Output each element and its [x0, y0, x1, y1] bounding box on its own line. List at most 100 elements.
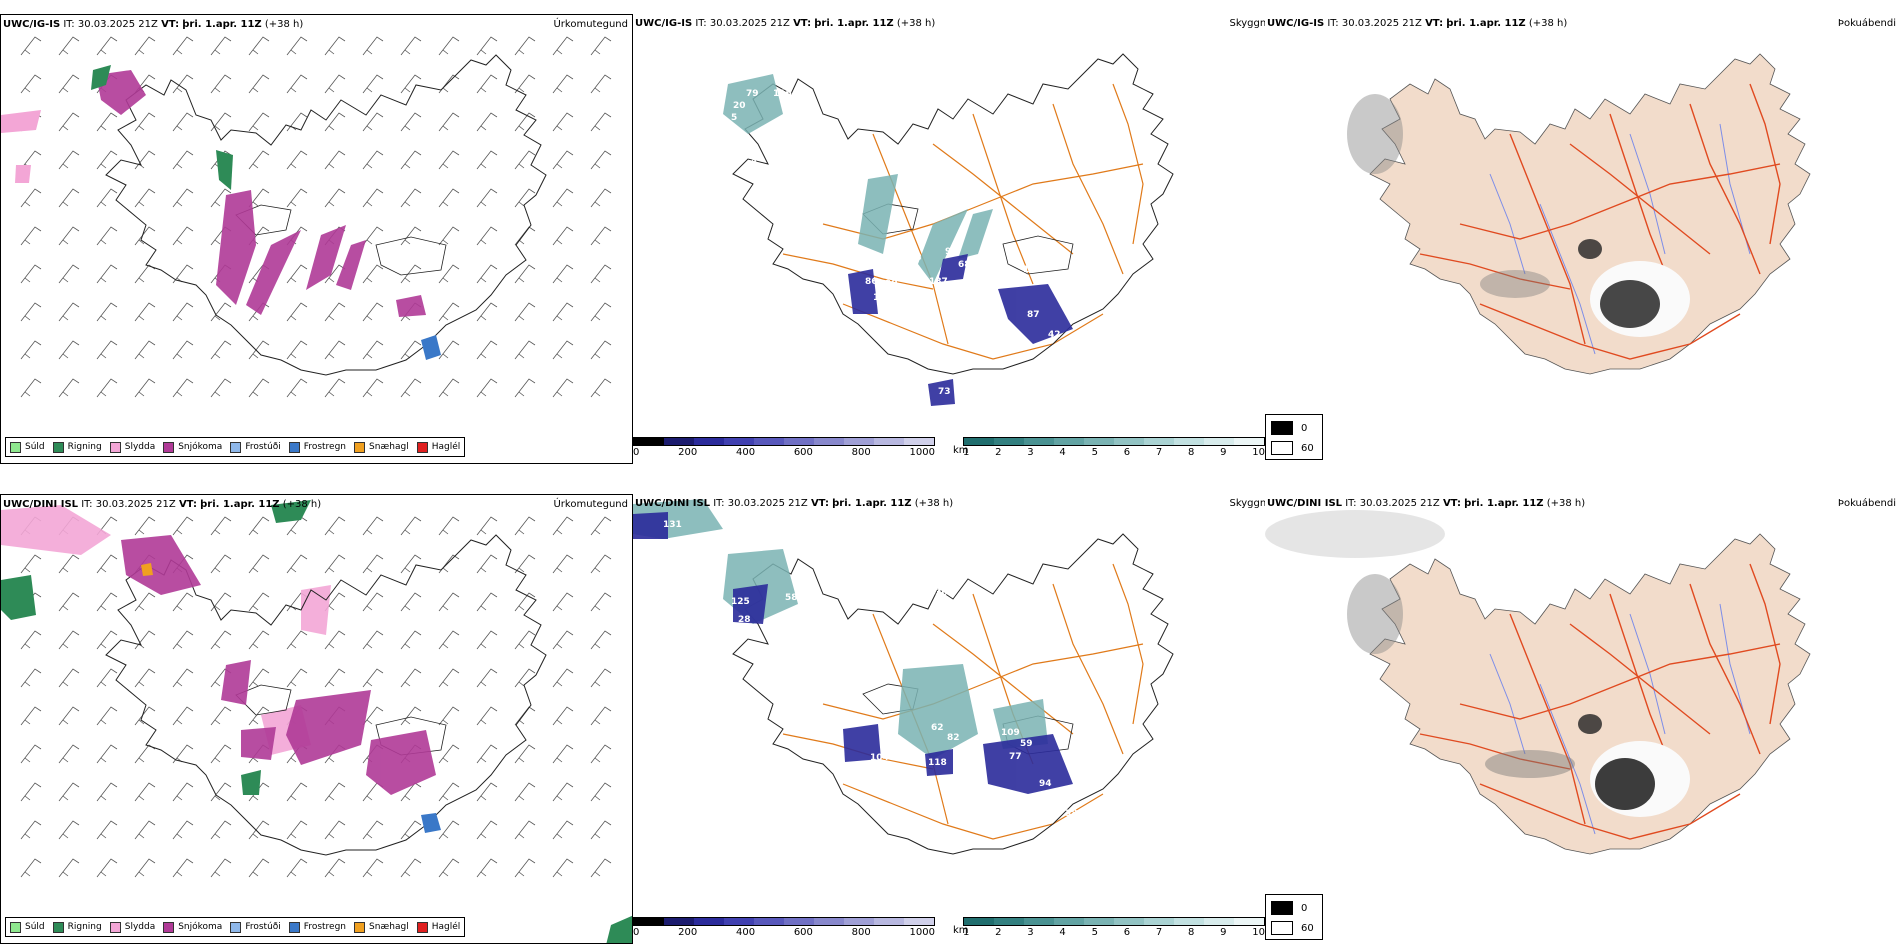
wind-barb	[58, 706, 80, 726]
colorbar-tick: 3	[1027, 447, 1034, 458]
dark-swatch	[1271, 421, 1293, 435]
colorbar-segment	[1114, 438, 1144, 445]
wind-barb	[96, 302, 118, 322]
wind-barb	[286, 340, 308, 360]
colorbar-ticks: 1 2 3 4 5 6 7 8 9 10	[963, 447, 1265, 458]
legend-item: Frostúði	[230, 921, 281, 933]
freezing-rain-areas	[421, 813, 441, 833]
legend-label: Súld	[25, 922, 45, 932]
colorbar-segment	[754, 438, 784, 445]
wind-barb	[210, 630, 232, 650]
panel-header: UWC/DINI ISL IT: 30.03.2025 21Z VT: þri.…	[635, 498, 954, 509]
wind-barb	[58, 150, 80, 170]
wind-barb	[248, 150, 270, 170]
road	[1689, 583, 1761, 755]
legend-item: Snjókoma	[163, 921, 222, 933]
wind-barb	[514, 630, 536, 650]
colorbar-segment	[1144, 438, 1174, 445]
colorbar-tick: 400	[735, 447, 756, 458]
legend-item: Frostregn	[288, 441, 346, 453]
colorbar-meters: 02004006008001000m	[633, 437, 935, 458]
colorbar-tick: 8	[1187, 447, 1195, 458]
wind-barb	[552, 554, 574, 574]
wind-barb	[400, 74, 422, 94]
wind-barb	[438, 150, 460, 170]
visibility-value: 179	[953, 187, 972, 197]
panel-title: Úrkomutegund	[553, 499, 628, 510]
wind-barb	[58, 858, 80, 878]
colorbar-segment	[1024, 438, 1054, 445]
visibility-value: 73	[938, 387, 951, 397]
wind-barb	[58, 668, 80, 688]
wind-barb	[210, 744, 232, 764]
colorbar-segment	[1084, 918, 1114, 925]
river	[1539, 683, 1596, 835]
colorbar-tick: 5	[1091, 447, 1098, 458]
panel-title: Þokuábendi	[1837, 18, 1896, 29]
colorbar-segment	[844, 438, 874, 445]
precip-map-2	[1, 500, 632, 943]
wind-barb	[400, 36, 422, 56]
visibility-value: 222	[891, 794, 910, 804]
wind-barb	[362, 858, 384, 878]
wind-barb	[20, 630, 42, 650]
wind-barb	[476, 630, 498, 650]
colorbar-segment	[1054, 438, 1084, 445]
visibility-value: 98	[909, 253, 922, 263]
colorbar-ticks: 0 200 400 600 800 1000	[633, 447, 935, 458]
road	[1459, 163, 1781, 240]
colorbar-tick: 10	[1252, 447, 1265, 458]
road	[932, 623, 1074, 735]
legend-swatch	[52, 921, 64, 933]
wind-barb	[552, 150, 574, 170]
colorbar-tick: 200	[678, 447, 698, 458]
wind-barb	[590, 74, 612, 94]
wind-barb	[438, 592, 460, 612]
wind-barb	[172, 74, 194, 94]
wind-barb	[96, 782, 118, 802]
wind-barb	[514, 150, 536, 170]
legend-swatch	[288, 921, 300, 933]
wind-barb	[590, 378, 612, 398]
legend-label: Slydda	[124, 442, 156, 452]
wind-barb	[248, 706, 270, 726]
road	[1569, 623, 1711, 735]
colorbar-segment	[844, 918, 874, 925]
wind-barb	[476, 516, 498, 536]
wind-barb	[96, 820, 118, 840]
wind-barb	[58, 226, 80, 246]
wind-barb	[514, 516, 536, 536]
wind-barb	[248, 858, 270, 878]
visibility-value: 118	[928, 758, 947, 768]
wind-barb	[58, 188, 80, 208]
wind-barb	[210, 554, 232, 574]
panel-header: UWC/DINI ISL IT: 30.03.2025 21Z VT: þri.…	[3, 499, 322, 510]
visibility-teal-areas	[723, 74, 993, 284]
legend-label: Rigning	[67, 922, 102, 932]
wind-barb	[552, 516, 574, 536]
colorbar-segment	[694, 438, 724, 445]
road	[1689, 103, 1761, 275]
wind-barb	[96, 378, 118, 398]
wind-barb	[134, 36, 156, 56]
legend-item: Snæhagl	[354, 921, 409, 933]
road	[1112, 83, 1144, 245]
wind-barb	[286, 668, 308, 688]
wind-barb	[514, 744, 536, 764]
wind-barb	[134, 226, 156, 246]
colorbar-segment	[664, 438, 694, 445]
light-swatch	[1271, 921, 1293, 935]
colorbar-tick: 0	[633, 447, 640, 458]
visibility-value: 131	[663, 520, 682, 530]
wind-barb	[400, 188, 422, 208]
legend-item: Haglél	[416, 441, 460, 453]
wind-barb	[20, 744, 42, 764]
visibility-value: 11	[1081, 763, 1094, 773]
wind-barb	[96, 858, 118, 878]
legend-item: Frostregn	[288, 921, 346, 933]
wind-barb	[210, 36, 232, 56]
wind-barb	[58, 820, 80, 840]
wind-barb	[172, 302, 194, 322]
visibility-value: 104	[870, 753, 889, 763]
colorbar-segment	[1234, 918, 1264, 925]
